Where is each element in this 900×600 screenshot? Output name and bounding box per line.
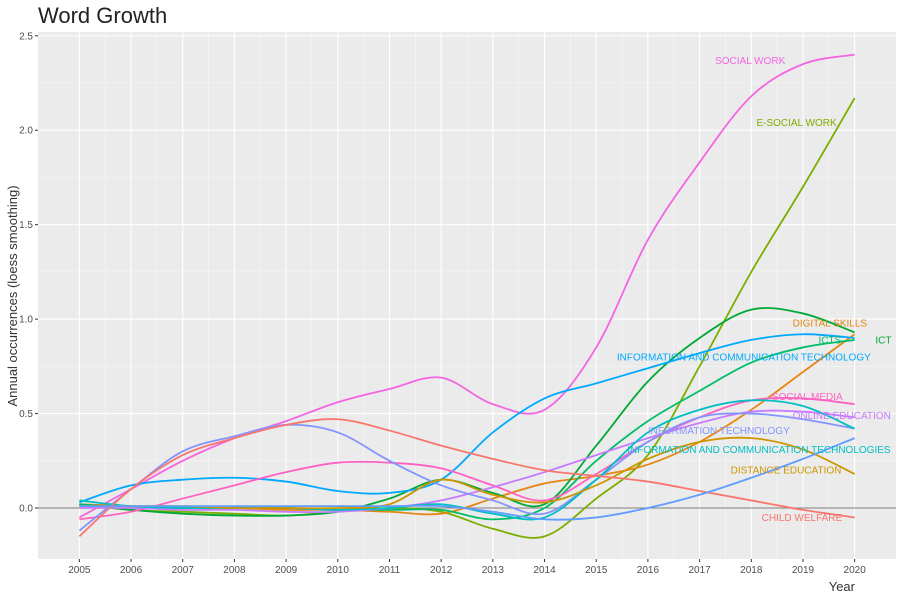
series-line-e-social-work bbox=[79, 97, 856, 539]
y-tick-label: 2.5 bbox=[19, 31, 33, 42]
series-line-child-welfare bbox=[78, 418, 855, 537]
major-gridlines bbox=[38, 32, 896, 559]
x-tick-label: 2010 bbox=[327, 565, 350, 576]
x-tick-label: 2017 bbox=[688, 565, 711, 576]
series-line-social-media bbox=[79, 397, 855, 521]
series-lines bbox=[78, 53, 856, 539]
x-tick-label: 2018 bbox=[740, 565, 763, 576]
x-axis-title: Year bbox=[829, 579, 856, 594]
x-tick-label: 2020 bbox=[844, 565, 867, 576]
series-label-ict: ICT bbox=[875, 335, 891, 346]
x-tick-label: 2007 bbox=[172, 565, 195, 576]
series-label-social-work: SOCIAL WORK bbox=[715, 56, 786, 67]
x-tick-label: 2005 bbox=[68, 565, 91, 576]
y-tick-label: 0.5 bbox=[19, 409, 33, 420]
x-axis: 2005 2006 2007 2008 2009 2010 2011 2012 2013 2014… bbox=[68, 559, 866, 576]
y-axis: 0.0 0.5 1.0 1.5 2.0 2.5 bbox=[19, 31, 38, 515]
y-tick-label: 2.0 bbox=[19, 126, 33, 137]
x-tick-label: 2011 bbox=[379, 565, 401, 576]
y-axis-title: Annual occurrences (loess smoothing) bbox=[5, 185, 20, 406]
series-label-e-social-work: E-SOCIAL WORK bbox=[756, 118, 837, 129]
minor-gridlines bbox=[38, 32, 896, 559]
x-tick-label: 2008 bbox=[223, 565, 246, 576]
series-label-distance-education: DISTANCE EDUCATION bbox=[731, 466, 842, 477]
series-label-information-technology: INFORMATION TECHNOLOGY bbox=[648, 426, 790, 437]
series-labels: SOCIAL WORK E-SOCIAL WORK DIGITAL SKILLS IC… bbox=[617, 56, 892, 524]
series-line-social-work bbox=[78, 53, 855, 519]
series-label-child-welfare: CHILD WELFARE bbox=[762, 513, 843, 524]
series-line-information-technology bbox=[78, 412, 855, 532]
y-tick-label: 0.0 bbox=[19, 504, 33, 515]
series-label-information-and-communication-technologies: INFORMATION AND COMMUNICATION TECHNOLOGI… bbox=[627, 445, 891, 456]
x-tick-label: 2013 bbox=[482, 565, 505, 576]
y-tick-label: 1.5 bbox=[19, 220, 33, 231]
x-tick-label: 2014 bbox=[533, 565, 556, 576]
series-label-online-education: ONLINE EDUCATION bbox=[793, 411, 891, 422]
series-line-information-and-communication-technology bbox=[79, 333, 855, 504]
series-line-ict bbox=[79, 307, 855, 517]
x-tick-label: 2006 bbox=[120, 565, 143, 576]
x-tick-label: 2015 bbox=[585, 565, 608, 576]
series-label-information-and-communication-technology: INFORMATION AND COMMUNICATION TECHNOLOGY bbox=[617, 352, 871, 363]
series-line-data-science bbox=[79, 437, 855, 521]
series-label-icts: ICTS bbox=[818, 335, 841, 346]
chart-title: Word Growth bbox=[38, 3, 167, 28]
x-tick-label: 2016 bbox=[637, 565, 660, 576]
x-tick-label: 2019 bbox=[792, 565, 815, 576]
series-label-digital-skills: DIGITAL SKILLS bbox=[793, 318, 868, 329]
series-line-distance-education bbox=[79, 436, 856, 510]
x-tick-label: 2009 bbox=[275, 565, 298, 576]
series-label-social-media: SOCIAL MEDIA bbox=[772, 392, 843, 403]
x-tick-label: 2012 bbox=[430, 565, 453, 576]
y-tick-label: 1.0 bbox=[19, 315, 33, 326]
